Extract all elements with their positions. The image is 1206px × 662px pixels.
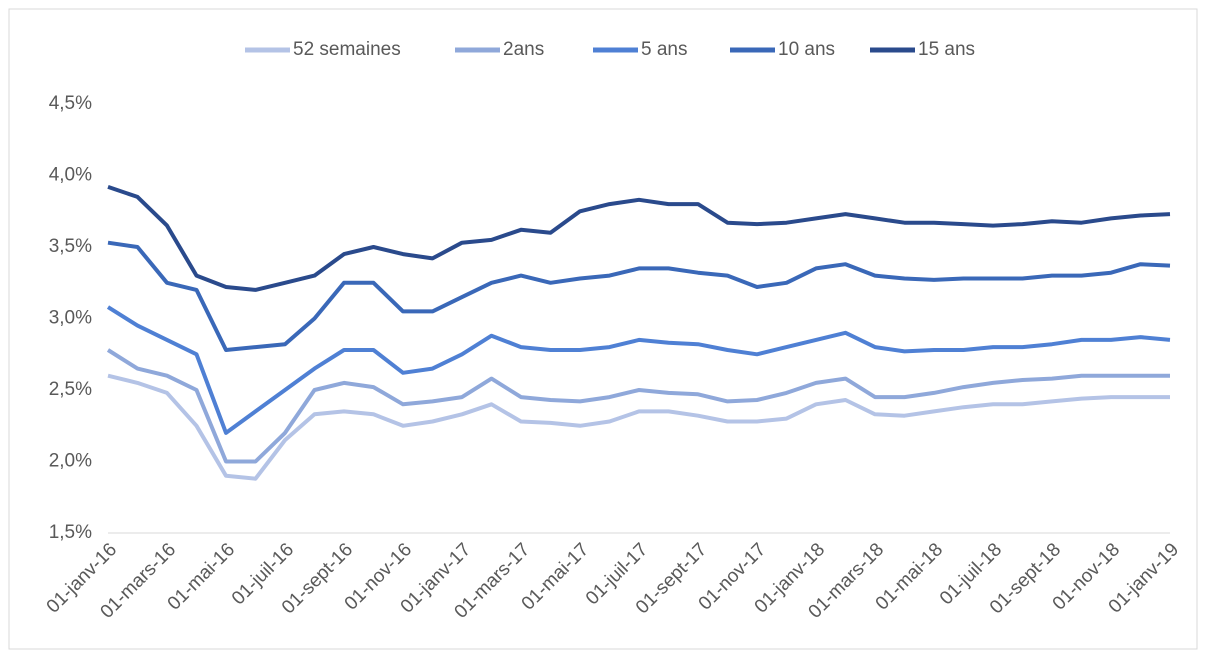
y-tick-label: 1,5% (49, 522, 92, 543)
series-line (106, 348, 1170, 464)
legend-label: 10 ans (778, 39, 835, 60)
y-tick-label: 2,5% (49, 379, 92, 400)
y-tick-label: 3,5% (49, 236, 92, 257)
y-tick-label: 4,5% (49, 93, 92, 114)
y-tick-label: 2,0% (49, 451, 92, 472)
y-tick-label: 3,0% (49, 308, 92, 329)
series-line (106, 305, 1171, 435)
y-tick-label: 4,0% (49, 165, 92, 186)
legend-label: 5 ans (641, 39, 687, 60)
series-line (107, 373, 1170, 481)
chart-frame (8, 8, 1198, 650)
series-line (107, 240, 1171, 352)
legend-label: 2ans (503, 39, 544, 60)
legend-label: 15 ans (918, 39, 975, 60)
legend-label: 52 semaines (293, 39, 401, 60)
series-line (107, 185, 1171, 292)
